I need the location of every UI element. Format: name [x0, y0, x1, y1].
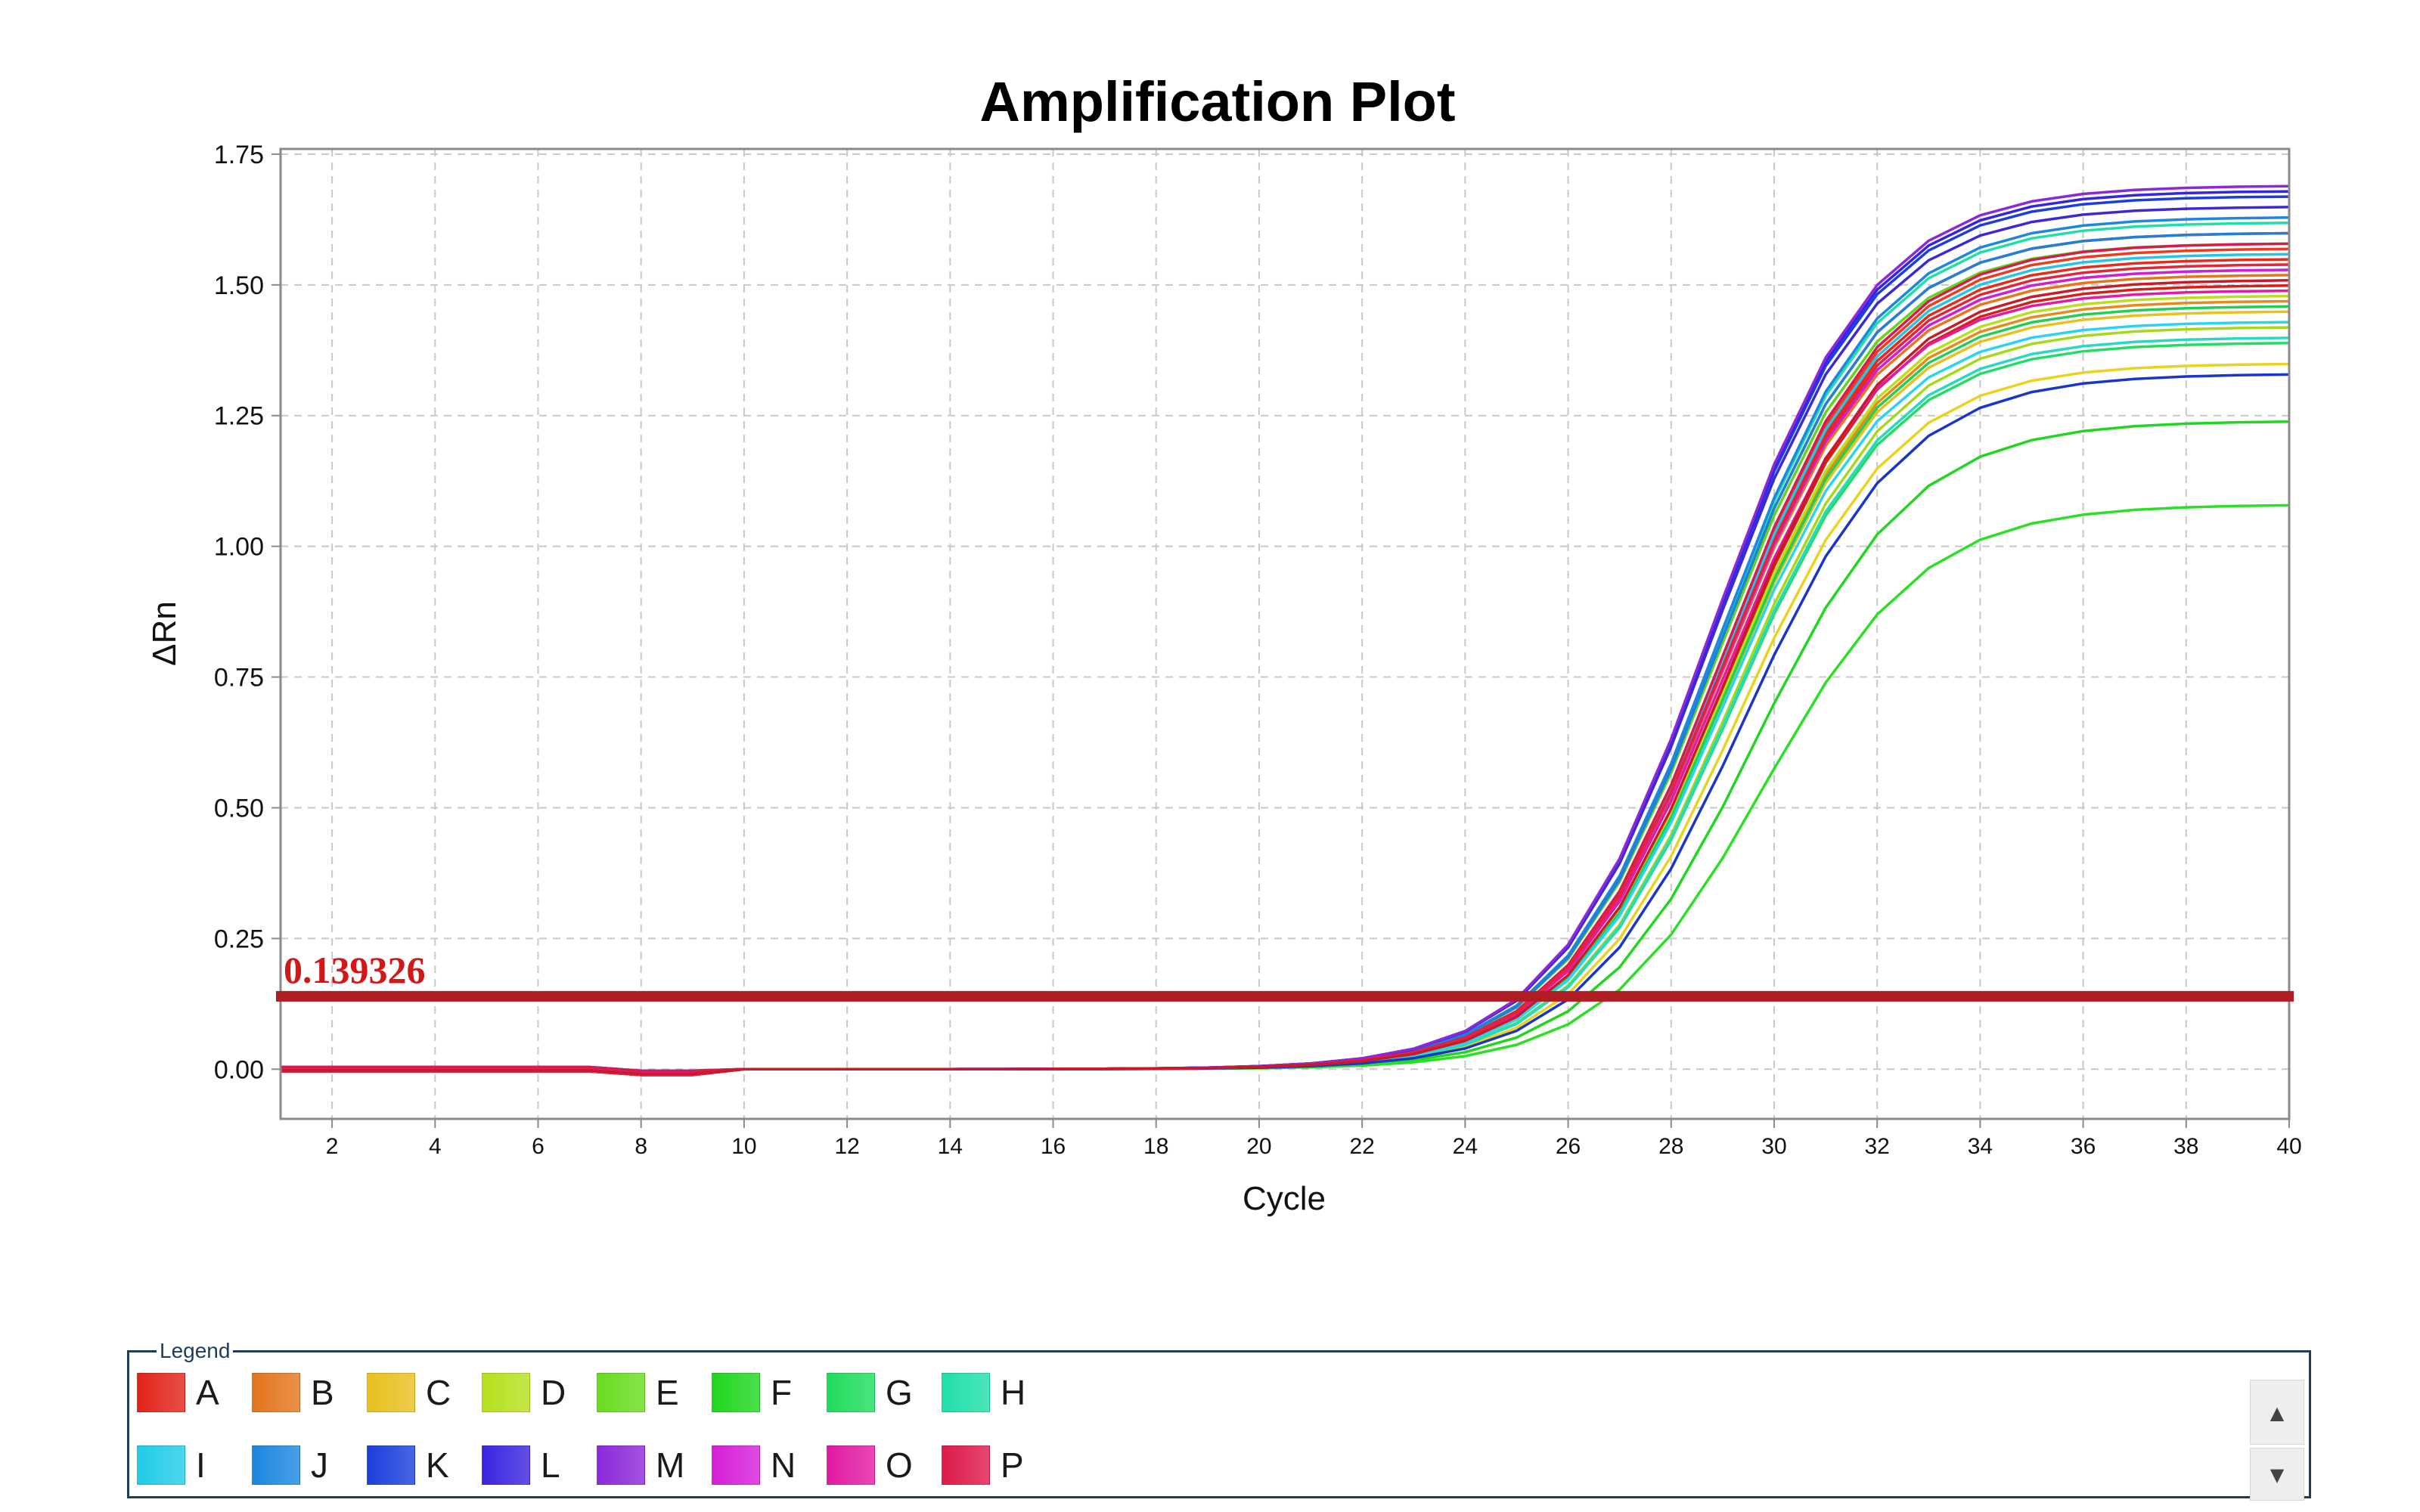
legend-label: C	[426, 1373, 451, 1412]
legend-label: L	[541, 1445, 560, 1485]
x-axis-ticks: 2 4 6 8 10 12 14 16 18 20 22 24 26 28 30 32 34 36 38 40	[326, 1119, 2302, 1159]
legend-item-m[interactable]: M	[597, 1442, 712, 1489]
x-tick-label: 24	[1453, 1134, 1478, 1159]
legend-item-f[interactable]: F	[712, 1369, 827, 1416]
legend-swatch	[252, 1373, 300, 1412]
x-axis-label: Cycle	[1243, 1180, 1326, 1217]
y-axis-label: ΔRn	[146, 601, 183, 666]
x-tick-label: 18	[1143, 1134, 1168, 1159]
legend-label: H	[1001, 1373, 1026, 1412]
legend-item-b[interactable]: B	[252, 1369, 367, 1416]
legend-label: E	[656, 1373, 679, 1412]
y-tick-label: 1.00	[214, 533, 264, 562]
legend-label: N	[771, 1445, 796, 1485]
legend-items: A B C D E F G H I J K L M N O P	[137, 1369, 1056, 1489]
legend-title: Legend	[157, 1339, 234, 1363]
legend-item-n[interactable]: N	[712, 1442, 827, 1489]
legend-swatch	[597, 1445, 645, 1485]
legend-swatch	[367, 1373, 415, 1412]
x-tick-label: 30	[1761, 1134, 1786, 1159]
legend-item-o[interactable]: O	[827, 1442, 942, 1489]
legend-item-e[interactable]: E	[597, 1369, 712, 1416]
legend-label: G	[886, 1373, 913, 1412]
legend-label: A	[196, 1373, 219, 1412]
x-tick-label: 40	[2276, 1134, 2301, 1159]
legend-label: M	[656, 1445, 685, 1485]
x-tick-label: 10	[731, 1134, 756, 1159]
legend-swatch	[827, 1445, 875, 1485]
x-tick-label: 6	[532, 1134, 544, 1159]
legend-item-p[interactable]: P	[942, 1442, 1056, 1489]
legend-item-j[interactable]: J	[252, 1442, 367, 1489]
scroll-up-icon[interactable]: ▲	[2250, 1380, 2304, 1445]
legend-swatch	[942, 1445, 990, 1485]
x-tick-label: 34	[1968, 1134, 1993, 1159]
x-tick-label: 4	[429, 1134, 442, 1159]
legend-item-i[interactable]: I	[137, 1442, 252, 1489]
legend-scrollbar[interactable]: ▲ ▼	[2250, 1380, 2304, 1501]
legend-label: J	[311, 1445, 328, 1485]
x-tick-label: 12	[834, 1134, 859, 1159]
x-tick-label: 38	[2173, 1134, 2198, 1159]
legend-swatch	[712, 1445, 760, 1485]
legend-swatch	[942, 1373, 990, 1412]
legend-swatch	[712, 1373, 760, 1412]
legend-item-g[interactable]: G	[827, 1369, 942, 1416]
x-tick-label: 20	[1246, 1134, 1271, 1159]
y-tick-label: 0.25	[214, 925, 264, 953]
legend-label: I	[196, 1445, 206, 1485]
x-tick-label: 22	[1349, 1134, 1374, 1159]
x-tick-label: 8	[634, 1134, 647, 1159]
y-tick-label: 0.00	[214, 1055, 264, 1084]
legend-swatch	[827, 1373, 875, 1412]
y-tick-label: 1.50	[214, 271, 264, 300]
x-tick-label: 36	[2071, 1134, 2096, 1159]
legend-item-a[interactable]: A	[137, 1369, 252, 1416]
chart-title: Amplification Plot	[980, 70, 1456, 133]
x-tick-label: 26	[1556, 1134, 1581, 1159]
y-tick-label: 1.75	[214, 141, 264, 169]
x-tick-label: 28	[1658, 1134, 1683, 1159]
legend-item-l[interactable]: L	[482, 1442, 597, 1489]
x-tick-label: 14	[938, 1134, 963, 1159]
legend-item-h[interactable]: H	[942, 1369, 1056, 1416]
legend-swatch	[252, 1445, 300, 1485]
amplification-curve	[281, 279, 2290, 1076]
legend-swatch	[137, 1445, 185, 1485]
amplification-curves	[281, 184, 2290, 1077]
legend-swatch	[482, 1373, 530, 1412]
legend-item-d[interactable]: D	[482, 1369, 597, 1416]
scroll-down-icon[interactable]: ▼	[2250, 1448, 2304, 1501]
legend-label: K	[426, 1445, 449, 1485]
amplification-plot: Amplification Plot 0.139326 2 4 6 8 10 12 14 16…	[146, 70, 2302, 1217]
x-tick-label: 2	[326, 1134, 339, 1159]
threshold-value-label: 0.139326	[284, 949, 426, 991]
legend-label: O	[886, 1445, 913, 1485]
legend-swatch	[367, 1445, 415, 1485]
legend-label: F	[771, 1373, 793, 1412]
legend-label: B	[311, 1373, 334, 1412]
legend-swatch	[597, 1373, 645, 1412]
threshold: 0.139326	[276, 949, 2294, 1002]
y-tick-label: 0.75	[214, 664, 264, 692]
legend-panel: Legend A B C D E F G H I J K L M N O P ▲ ▼	[127, 1339, 2311, 1501]
legend-item-k[interactable]: K	[367, 1442, 482, 1489]
x-tick-label: 16	[1041, 1134, 1066, 1159]
x-tick-label: 32	[1864, 1134, 1889, 1159]
legend-label: P	[1001, 1445, 1024, 1485]
y-tick-label: 0.50	[214, 794, 264, 823]
legend-swatch	[137, 1373, 185, 1412]
legend-swatch	[482, 1445, 530, 1485]
y-axis-ticks: 0.00 0.25 0.50 0.75 1.00 1.25 1.50 1.75	[214, 141, 281, 1084]
legend-item-c[interactable]: C	[367, 1369, 482, 1416]
legend-label: D	[541, 1373, 566, 1412]
y-tick-label: 1.25	[214, 402, 264, 431]
plot-frame	[279, 147, 2291, 1120]
